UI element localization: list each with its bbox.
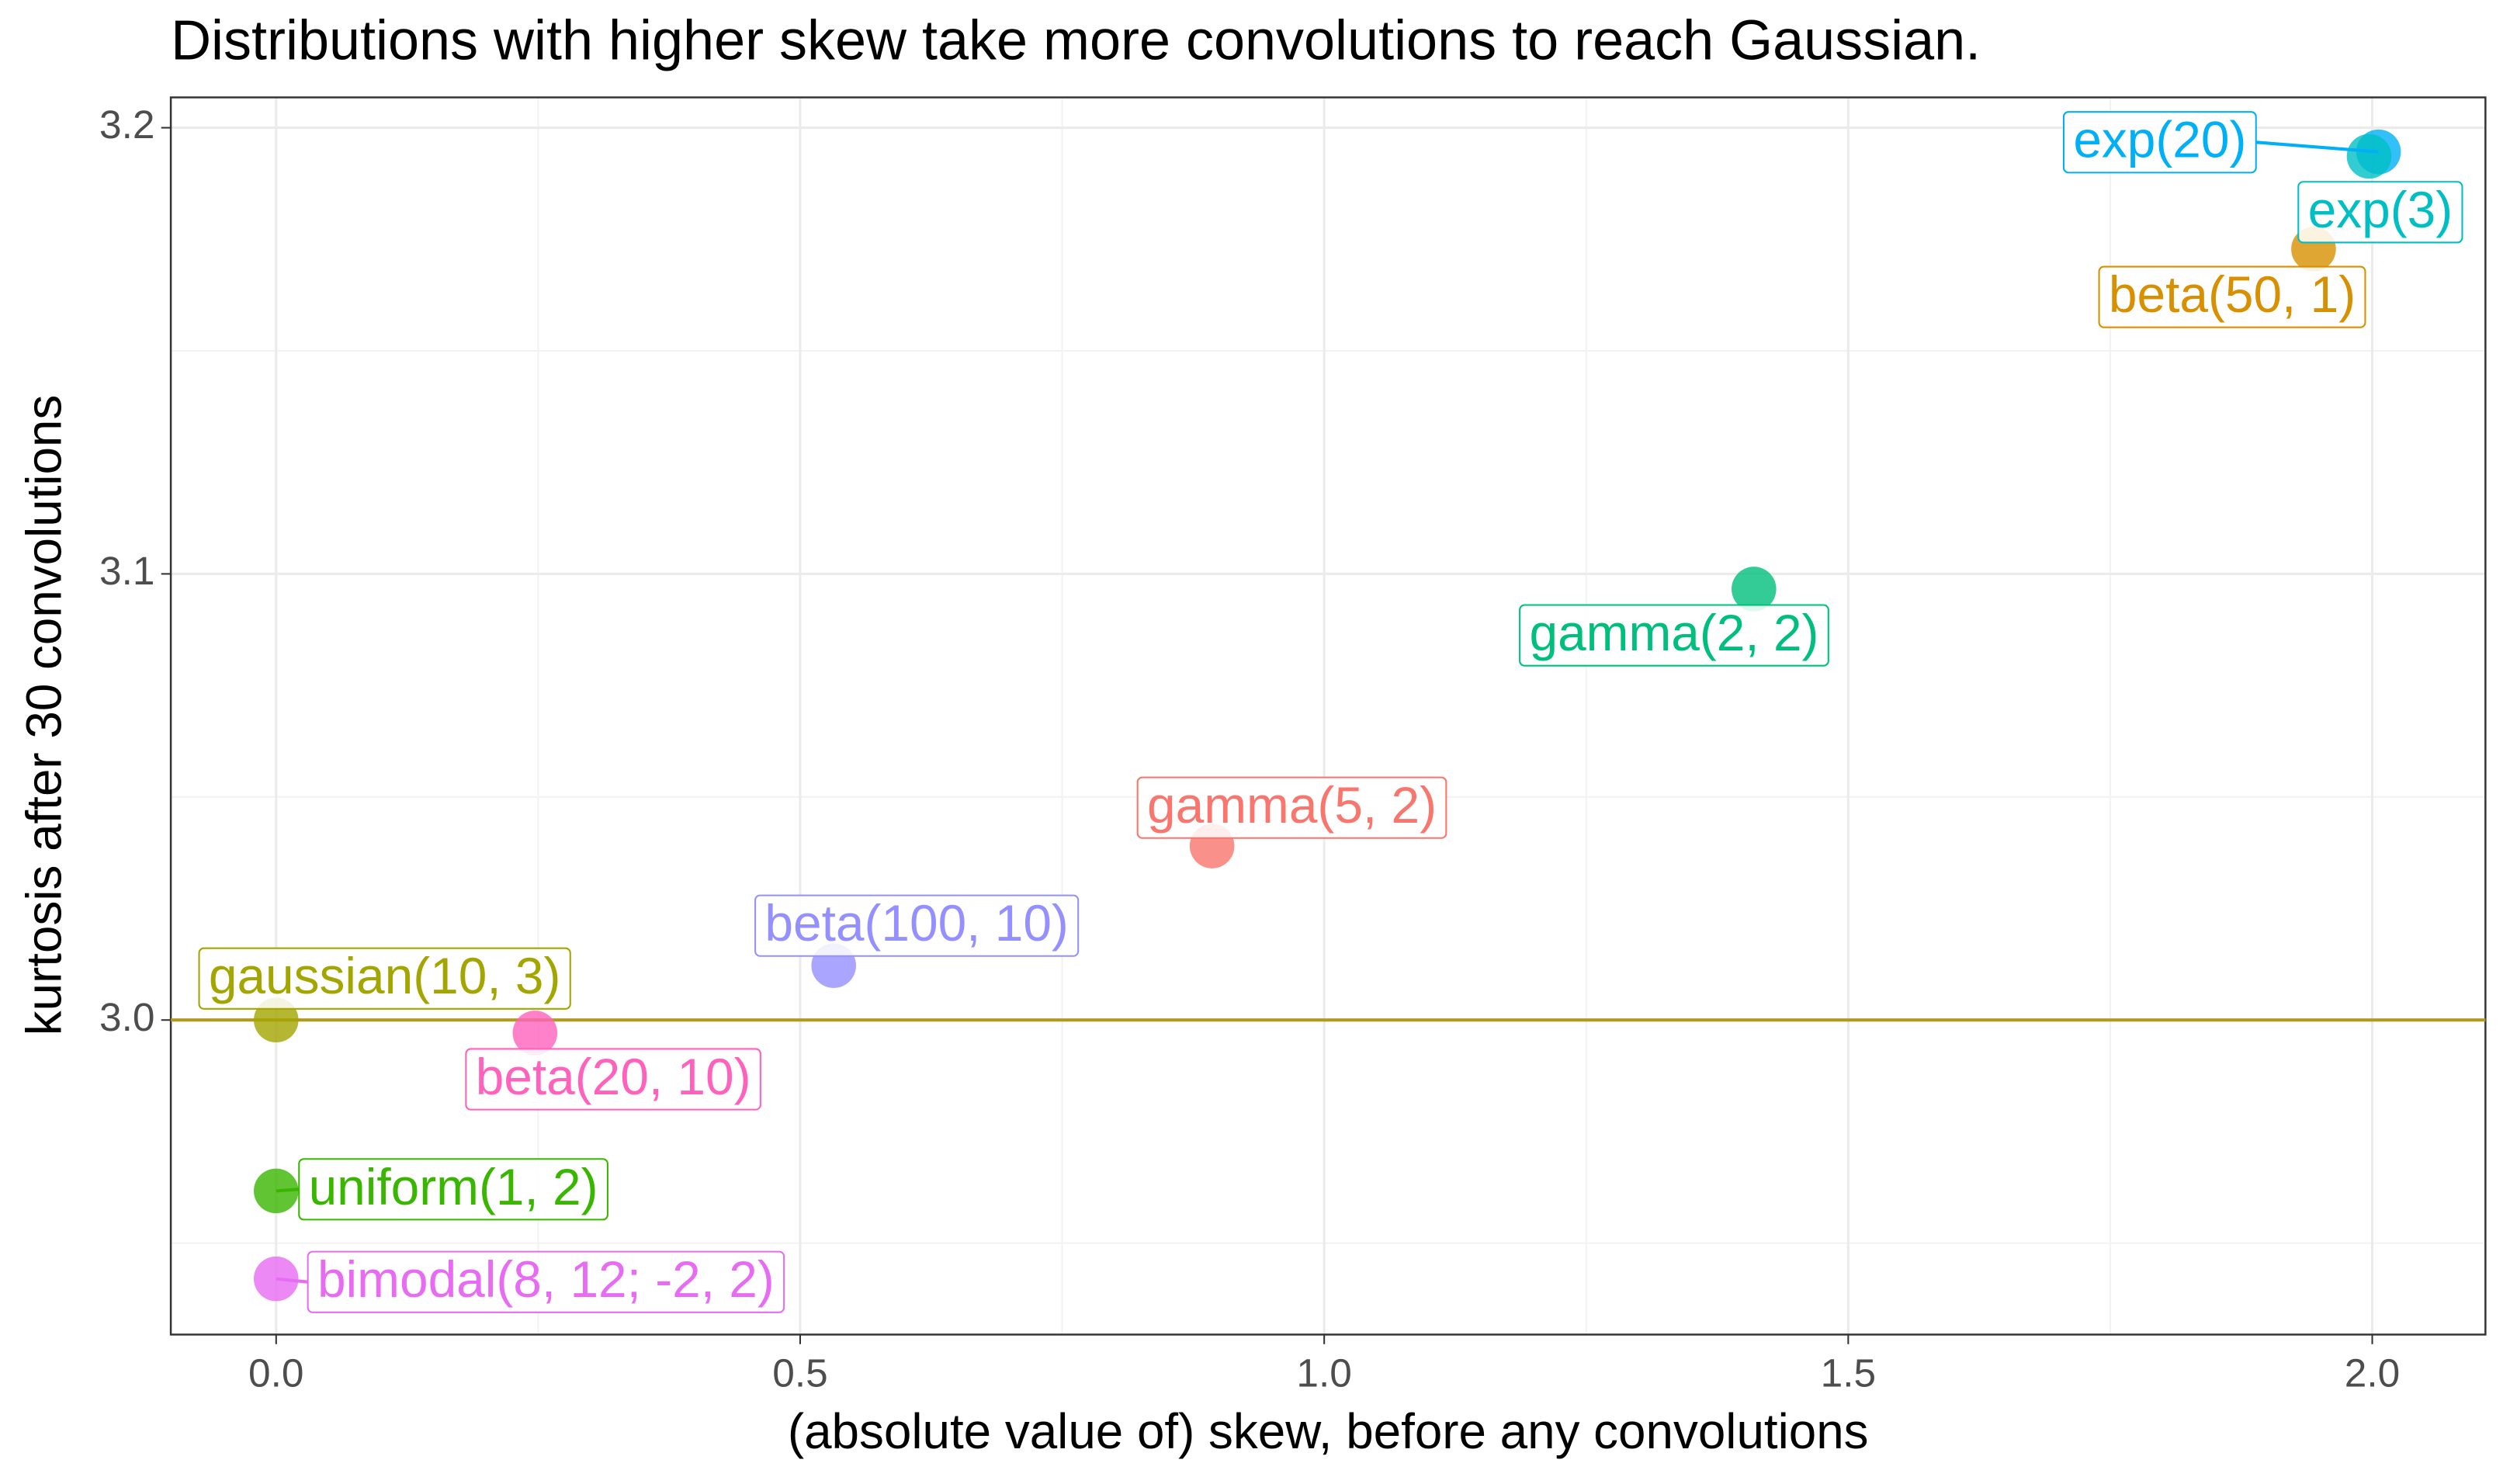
label-text: gamma(5, 2) — [1147, 776, 1437, 834]
label-box — [2098, 265, 2366, 328]
point-label: beta(100, 10) — [754, 894, 1080, 957]
point-label: gamma(2, 2) — [1519, 604, 1829, 667]
chart-title: Distributions with higher skew take more… — [171, 10, 1981, 72]
label-box — [1136, 776, 1447, 839]
label-text: exp(20) — [2073, 111, 2246, 168]
label-text: bimodal(8, 12; -2, 2) — [317, 1250, 775, 1308]
x-tick-label: 1.0 — [1296, 1351, 1351, 1396]
label-text: uniform(1, 2) — [309, 1158, 598, 1215]
plot-border — [169, 96, 2487, 1336]
point-label: uniform(1, 2) — [276, 1158, 608, 1221]
label-connector — [276, 1188, 300, 1193]
label-text: gamma(2, 2) — [1529, 604, 1818, 661]
point-label: beta(20, 10) — [465, 1048, 761, 1111]
label-text: beta(20, 10) — [476, 1048, 751, 1105]
x-axis-label: (absolute value of) skew, before any con… — [788, 1403, 1869, 1459]
point-label: bimodal(8, 12; -2, 2) — [276, 1250, 785, 1313]
x-tick-label: 0.0 — [248, 1351, 303, 1396]
label-text: exp(3) — [2308, 181, 2453, 238]
label-text: beta(50, 1) — [2109, 265, 2356, 323]
label-connector — [276, 1277, 308, 1284]
y-tick-label: 3.2 — [99, 102, 154, 147]
x-tick-label: 2.0 — [2345, 1351, 2400, 1396]
label-box — [465, 1048, 761, 1111]
point — [512, 1011, 558, 1056]
label-connector — [2255, 140, 2379, 154]
y-tick-label: 3.1 — [99, 548, 154, 593]
x-tick-label: 1.5 — [1821, 1351, 1876, 1396]
point-label: gamma(5, 2) — [1136, 776, 1447, 839]
point — [1732, 567, 1777, 612]
point-label: exp(20) — [2062, 111, 2379, 174]
y-tick-label: 3.0 — [99, 994, 154, 1039]
label-box — [1519, 604, 1829, 667]
y-axis-label: kurtosis after 30 convolutions — [16, 395, 72, 1036]
point — [2346, 133, 2392, 179]
label-box — [198, 947, 571, 1010]
label-box — [754, 894, 1080, 957]
label-box — [2297, 181, 2463, 244]
x-tick-label: 0.5 — [772, 1351, 827, 1396]
label-text: beta(100, 10) — [764, 894, 1068, 952]
point-label: exp(3) — [2297, 181, 2463, 244]
point-label: gaussian(10, 3) — [198, 947, 571, 1010]
label-text: gaussian(10, 3) — [209, 947, 561, 1004]
point-label: beta(50, 1) — [2098, 265, 2366, 328]
